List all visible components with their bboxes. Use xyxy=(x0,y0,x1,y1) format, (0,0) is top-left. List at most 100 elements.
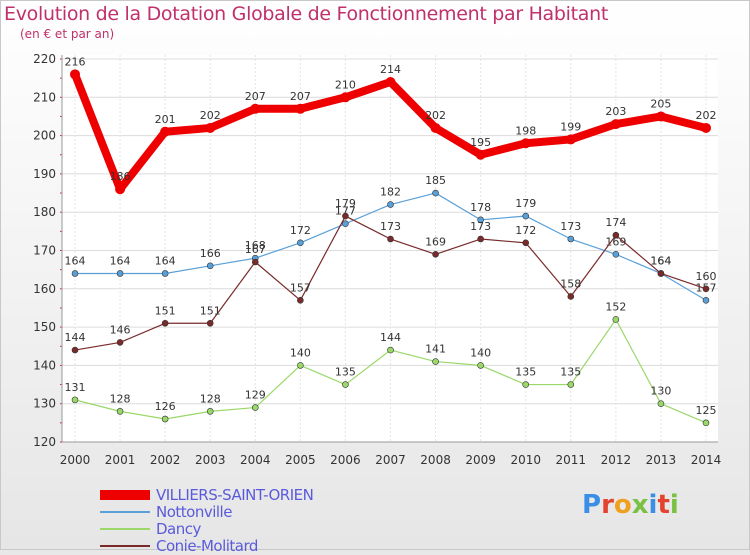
data-label: 129 xyxy=(245,389,266,402)
data-point xyxy=(161,415,169,423)
data-point xyxy=(297,362,304,369)
data-label: 178 xyxy=(470,201,491,214)
data-point xyxy=(297,296,304,304)
data-label: 151 xyxy=(155,304,176,317)
data-point xyxy=(70,69,80,80)
data-point xyxy=(432,358,439,365)
data-point xyxy=(657,270,665,277)
data-point xyxy=(702,419,710,427)
data-point xyxy=(655,111,666,122)
data-point xyxy=(477,216,484,224)
data-label: 201 xyxy=(155,113,176,126)
data-label: 151 xyxy=(200,304,221,317)
data-label: 168 xyxy=(245,239,266,252)
legend-swatch xyxy=(100,510,150,513)
data-label: 160 xyxy=(696,270,717,283)
data-label: 128 xyxy=(110,392,131,405)
data-label: 164 xyxy=(155,254,176,267)
y-tick-label: 120 xyxy=(33,435,56,449)
data-label: 182 xyxy=(380,186,401,199)
data-point xyxy=(385,76,396,87)
y-tick-label: 170 xyxy=(33,244,56,258)
data-point xyxy=(702,296,710,304)
logo-letter: r xyxy=(601,490,614,520)
data-point xyxy=(115,184,126,195)
data-point xyxy=(610,119,621,130)
y-tick-label: 200 xyxy=(33,129,56,143)
data-point xyxy=(251,404,259,411)
data-point xyxy=(160,126,171,137)
y-tick-label: 220 xyxy=(33,52,56,66)
data-label: 202 xyxy=(696,109,717,122)
data-label: 177 xyxy=(335,205,356,218)
data-point xyxy=(116,408,124,415)
data-point xyxy=(701,122,711,133)
data-label: 185 xyxy=(425,174,446,187)
legend-item: Dancy xyxy=(100,520,313,538)
data-point xyxy=(342,381,349,388)
data-point xyxy=(430,122,441,133)
data-point xyxy=(71,396,79,404)
data-label: 169 xyxy=(605,235,626,248)
y-tick-label: 140 xyxy=(33,358,56,372)
x-tick-label: 2008 xyxy=(420,453,451,467)
data-label: 135 xyxy=(335,366,356,379)
data-label: 144 xyxy=(65,331,86,344)
legend-item: Conie-Molitard xyxy=(100,537,313,555)
data-label: 198 xyxy=(515,124,536,137)
data-label: 144 xyxy=(380,331,401,344)
data-point xyxy=(432,251,439,258)
data-point xyxy=(520,138,531,149)
logo-letter: o xyxy=(613,490,632,520)
data-point xyxy=(161,270,169,277)
data-label: 125 xyxy=(696,404,717,417)
data-label: 141 xyxy=(425,343,446,356)
data-point xyxy=(206,319,214,327)
data-point xyxy=(206,408,214,415)
x-tick-label: 2000 xyxy=(60,453,91,467)
data-label: 164 xyxy=(110,254,131,267)
x-tick-label: 2006 xyxy=(330,453,361,467)
y-tick-label: 150 xyxy=(33,320,56,334)
data-label: 195 xyxy=(470,136,491,149)
x-tick-label: 2004 xyxy=(240,453,271,467)
data-point xyxy=(161,319,169,327)
x-tick-label: 2009 xyxy=(465,453,496,467)
chart-subtitle: (en € et par an) xyxy=(20,27,115,41)
data-label: 167 xyxy=(245,243,266,256)
x-tick-label: 2012 xyxy=(601,453,632,467)
logo-letter: x xyxy=(631,490,649,520)
x-tick-label: 2005 xyxy=(285,453,316,467)
data-label: 164 xyxy=(65,254,86,267)
data-point xyxy=(477,235,484,243)
data-point xyxy=(250,103,261,114)
y-tick-label: 160 xyxy=(33,282,56,296)
data-label: 140 xyxy=(290,346,311,359)
x-tick-label: 2014 xyxy=(691,453,722,467)
data-point xyxy=(522,212,530,220)
data-point xyxy=(657,400,665,408)
data-point xyxy=(567,293,575,300)
proxiti-logo: Proxiti xyxy=(582,490,679,520)
data-label: 207 xyxy=(290,90,311,103)
x-tick-label: 2007 xyxy=(375,453,406,467)
data-point xyxy=(567,235,575,243)
data-label: 172 xyxy=(290,224,311,237)
data-label: 205 xyxy=(650,97,671,110)
data-label: 179 xyxy=(515,197,536,210)
data-point xyxy=(387,346,394,354)
data-label: 135 xyxy=(560,366,581,379)
data-point xyxy=(342,220,349,227)
data-point xyxy=(387,201,394,208)
data-label: 174 xyxy=(605,216,626,229)
data-point xyxy=(295,103,306,114)
data-label: 186 xyxy=(110,170,131,183)
data-label: 126 xyxy=(155,400,176,413)
legend-item: VILLIERS-SAINT-ORIEN xyxy=(100,486,314,504)
x-tick-label: 2010 xyxy=(510,453,541,467)
chart-legend: VILLIERS-SAINT-ORIEN Nottonville Dancy Coni… xyxy=(100,486,314,555)
x-tick-label: 2013 xyxy=(646,453,677,467)
data-label: 131 xyxy=(65,381,86,394)
x-tick-label: 2003 xyxy=(195,453,226,467)
legend-swatch xyxy=(100,489,150,500)
